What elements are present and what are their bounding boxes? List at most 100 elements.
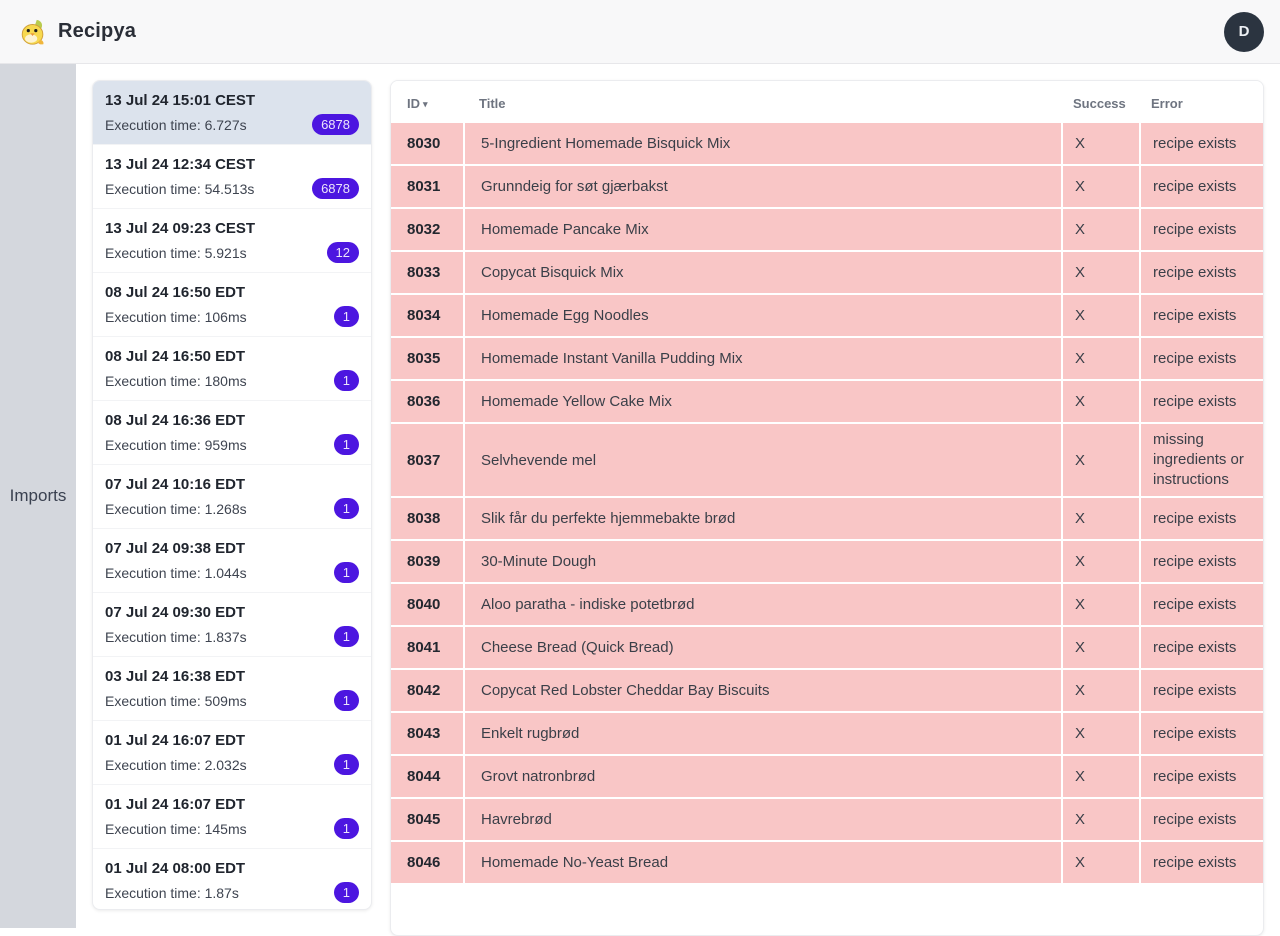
import-date: 08 Jul 24 16:50 EDT (105, 348, 246, 365)
import-count-badge: 1 (333, 562, 359, 583)
cell-id: 8037 (391, 424, 463, 498)
import-history-item[interactable]: 01 Jul 24 16:07 EDT Execution time: 145ms… (93, 785, 371, 849)
cell-success: X (1061, 541, 1139, 584)
table-row: 8035 Homemade Instant Vanilla Pudding Mix… (391, 338, 1263, 381)
import-results-table: ID ▾ Title Success Error 8030 5-Ingredient Ho… (391, 81, 1263, 885)
cell-success: X (1061, 627, 1139, 670)
cell-title: Homemade No-Yeast Bread (463, 842, 1061, 885)
import-date: 13 Jul 24 15:01 CEST (105, 92, 256, 109)
user-avatar[interactable]: D (1224, 11, 1264, 52)
import-item-detail-row: Execution time: 1.87s 1 (105, 882, 359, 903)
avatar-initial: D (1238, 23, 1250, 40)
import-history-item[interactable]: 13 Jul 24 09:23 CEST Execution time: 5.92… (93, 209, 371, 273)
cell-title: Homemade Instant Vanilla Pudding Mix (463, 338, 1061, 381)
sort-desc-icon: ▾ (423, 99, 428, 109)
execution-time-label: Execution time: 1.837s (105, 628, 247, 645)
cell-error: recipe exists (1139, 756, 1263, 799)
import-history-item[interactable]: 07 Jul 24 10:16 EDT Execution time: 1.268… (93, 465, 371, 529)
import-history-item[interactable]: 13 Jul 24 12:34 CEST Execution time: 54.5… (93, 145, 371, 209)
brand: Recipya (18, 17, 136, 47)
import-date: 01 Jul 24 08:00 EDT (105, 860, 246, 877)
cell-id: 8032 (391, 209, 463, 252)
import-item-detail-row: Execution time: 1.044s 1 (105, 562, 359, 583)
cell-id: 8042 (391, 670, 463, 713)
execution-time-label: Execution time: 509ms (105, 692, 247, 709)
cell-title: Havrebrød (463, 799, 1061, 842)
cell-error: recipe exists (1139, 166, 1263, 209)
cell-success: X (1061, 123, 1139, 166)
sidebar-tab-label: Imports (9, 486, 67, 505)
import-item-detail-row: Execution time: 509ms 1 (105, 690, 359, 711)
imports-history-list: 13 Jul 24 15:01 CEST Execution time: 6.72… (92, 80, 372, 910)
import-date: 01 Jul 24 16:07 EDT (105, 796, 246, 813)
cell-id: 8040 (391, 584, 463, 627)
cell-success: X (1061, 799, 1139, 842)
cell-error: recipe exists (1139, 123, 1263, 166)
import-history-item[interactable]: 13 Jul 24 15:01 CEST Execution time: 6.72… (93, 81, 371, 145)
cell-id: 8035 (391, 338, 463, 381)
cell-error: recipe exists (1139, 295, 1263, 338)
import-date: 08 Jul 24 16:36 EDT (105, 412, 246, 429)
import-count-badge: 1 (333, 306, 359, 327)
cell-id: 8038 (391, 498, 463, 541)
import-count-badge: 1 (333, 818, 359, 839)
main-content: Imports 13 Jul 24 15:01 CEST Execution ti… (0, 64, 1280, 936)
cell-success: X (1061, 756, 1139, 799)
import-item-detail-row: Execution time: 959ms 1 (105, 434, 359, 455)
import-count-badge: 6878 (312, 114, 359, 135)
cell-id: 8034 (391, 295, 463, 338)
import-item-detail-row: Execution time: 2.032s 1 (105, 754, 359, 775)
cell-title: 5-Ingredient Homemade Bisquick Mix (463, 123, 1061, 166)
import-count-badge: 1 (333, 434, 359, 455)
cell-id: 8031 (391, 166, 463, 209)
cell-success: X (1061, 338, 1139, 381)
cell-error: recipe exists (1139, 584, 1263, 627)
sidebar-tab-imports[interactable]: Imports (0, 64, 76, 928)
cell-error: recipe exists (1139, 338, 1263, 381)
import-history-item[interactable]: 01 Jul 24 16:07 EDT Execution time: 2.032… (93, 721, 371, 785)
import-item-detail-row: Execution time: 54.513s 6878 (105, 178, 359, 199)
table-header-row: ID ▾ Title Success Error (391, 81, 1263, 123)
import-item-detail-row: Execution time: 106ms 1 (105, 306, 359, 327)
import-count-badge: 6878 (312, 178, 359, 199)
import-count-badge: 1 (333, 370, 359, 391)
execution-time-label: Execution time: 2.032s (105, 756, 247, 773)
import-history-item[interactable]: 01 Jul 24 08:00 EDT Execution time: 1.87s… (93, 849, 371, 909)
column-header-error: Error (1139, 81, 1263, 123)
import-history-item[interactable]: 07 Jul 24 09:30 EDT Execution time: 1.837… (93, 593, 371, 657)
import-date: 08 Jul 24 16:50 EDT (105, 284, 246, 301)
import-count-badge: 12 (326, 242, 359, 263)
table-row: 8042 Copycat Red Lobster Cheddar Bay Bisc… (391, 670, 1263, 713)
cell-error: recipe exists (1139, 209, 1263, 252)
import-history-item[interactable]: 08 Jul 24 16:50 EDT Execution time: 180ms… (93, 337, 371, 401)
cell-title: Copycat Bisquick Mix (463, 252, 1061, 295)
execution-time-label: Execution time: 145ms (105, 820, 247, 837)
table-row: 8038 Slik får du perfekte hjemmebakte brø… (391, 498, 1263, 541)
execution-time-label: Execution time: 1.87s (105, 884, 239, 901)
import-history-item[interactable]: 08 Jul 24 16:50 EDT Execution time: 106ms… (93, 273, 371, 337)
execution-time-label: Execution time: 1.268s (105, 500, 247, 517)
import-history-item[interactable]: 07 Jul 24 09:38 EDT Execution time: 1.044… (93, 529, 371, 593)
import-date: 07 Jul 24 09:38 EDT (105, 540, 246, 557)
import-date: 01 Jul 24 16:07 EDT (105, 732, 246, 749)
column-header-id[interactable]: ID ▾ (391, 81, 463, 123)
import-history-item[interactable]: 03 Jul 24 16:38 EDT Execution time: 509ms… (93, 657, 371, 721)
column-header-label: Success (1073, 96, 1126, 111)
import-results-card: ID ▾ Title Success Error 8030 5-Ingredient Ho… (390, 80, 1264, 936)
import-item-detail-row: Execution time: 6.727s 6878 (105, 114, 359, 135)
import-item-detail-row: Execution time: 1.837s 1 (105, 626, 359, 647)
import-item-detail-row: Execution time: 180ms 1 (105, 370, 359, 391)
cell-success: X (1061, 252, 1139, 295)
app-title: Recipya (58, 20, 137, 42)
import-item-detail-row: Execution time: 1.268s 1 (105, 498, 359, 519)
execution-time-label: Execution time: 6.727s (105, 116, 247, 133)
cell-success: X (1061, 584, 1139, 627)
recipya-logo-icon (18, 17, 48, 47)
import-count-badge: 1 (333, 690, 359, 711)
import-history-item[interactable]: 08 Jul 24 16:36 EDT Execution time: 959ms… (93, 401, 371, 465)
